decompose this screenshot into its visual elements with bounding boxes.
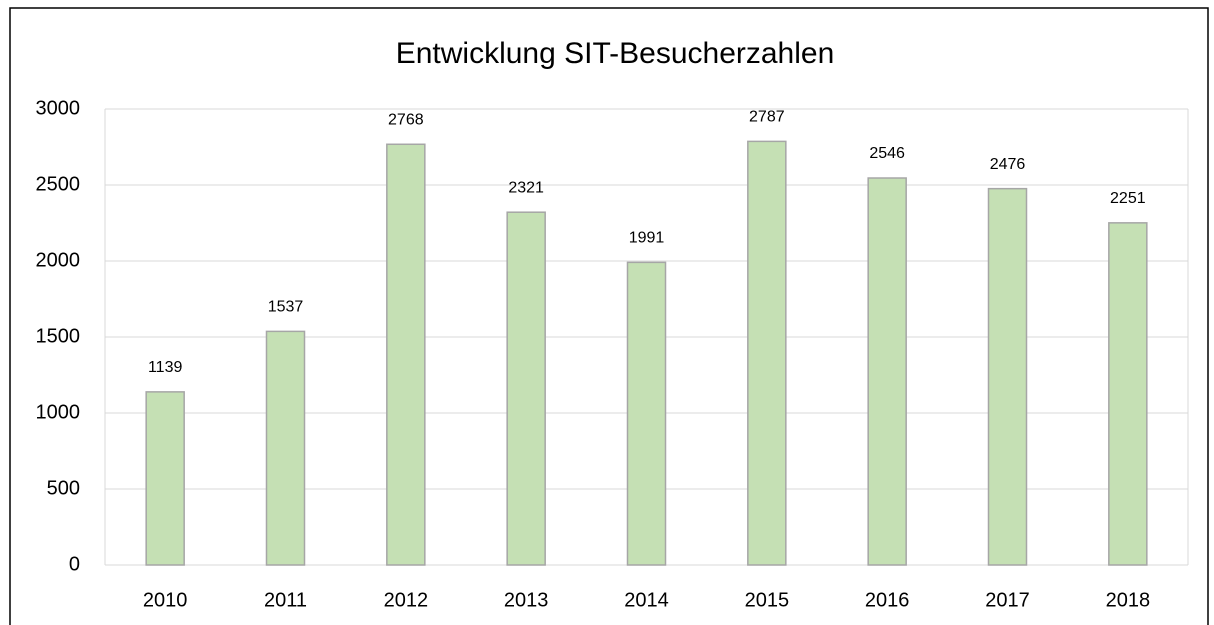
bar [626,261,667,566]
bar [987,187,1028,566]
data-label: 2787 [749,109,785,126]
data-label: 2321 [508,179,544,196]
chart-border [9,7,1209,625]
y-tick-label: 1000 [36,401,81,423]
y-tick-label: 500 [47,477,80,499]
x-tick-label: 2018 [1106,589,1151,611]
bar [145,391,185,566]
x-tick-label: 2012 [384,589,429,611]
x-tick-label: 2011 [264,589,307,611]
bar [265,330,306,566]
data-label: 2476 [990,156,1026,173]
chart-title: Entwicklung SIT-Besucherzahlen [396,37,835,70]
bar [506,211,546,566]
x-tick-label: 2013 [504,589,549,611]
bar [1108,222,1148,566]
y-tick-label: 2000 [36,249,81,271]
bar [747,140,787,566]
data-label: 1991 [629,230,665,247]
y-tick-label: 3000 [36,97,81,119]
data-label: 1139 [148,359,183,376]
data-label: 2251 [1110,190,1146,207]
x-tick-label: 2010 [143,589,188,611]
y-tick-label: 0 [69,553,80,575]
x-tick-label: 2017 [985,589,1030,611]
x-tick-label: 2015 [745,589,790,611]
y-tick-label: 2500 [36,173,81,195]
data-label: 2546 [869,145,905,162]
x-tick-label: 2016 [865,589,910,611]
bar [867,177,907,566]
bar [386,143,426,566]
y-tick-label: 1500 [36,325,81,347]
x-tick-label: 2014 [624,589,669,611]
data-label: 1537 [268,299,304,316]
data-label: 2768 [388,111,424,128]
